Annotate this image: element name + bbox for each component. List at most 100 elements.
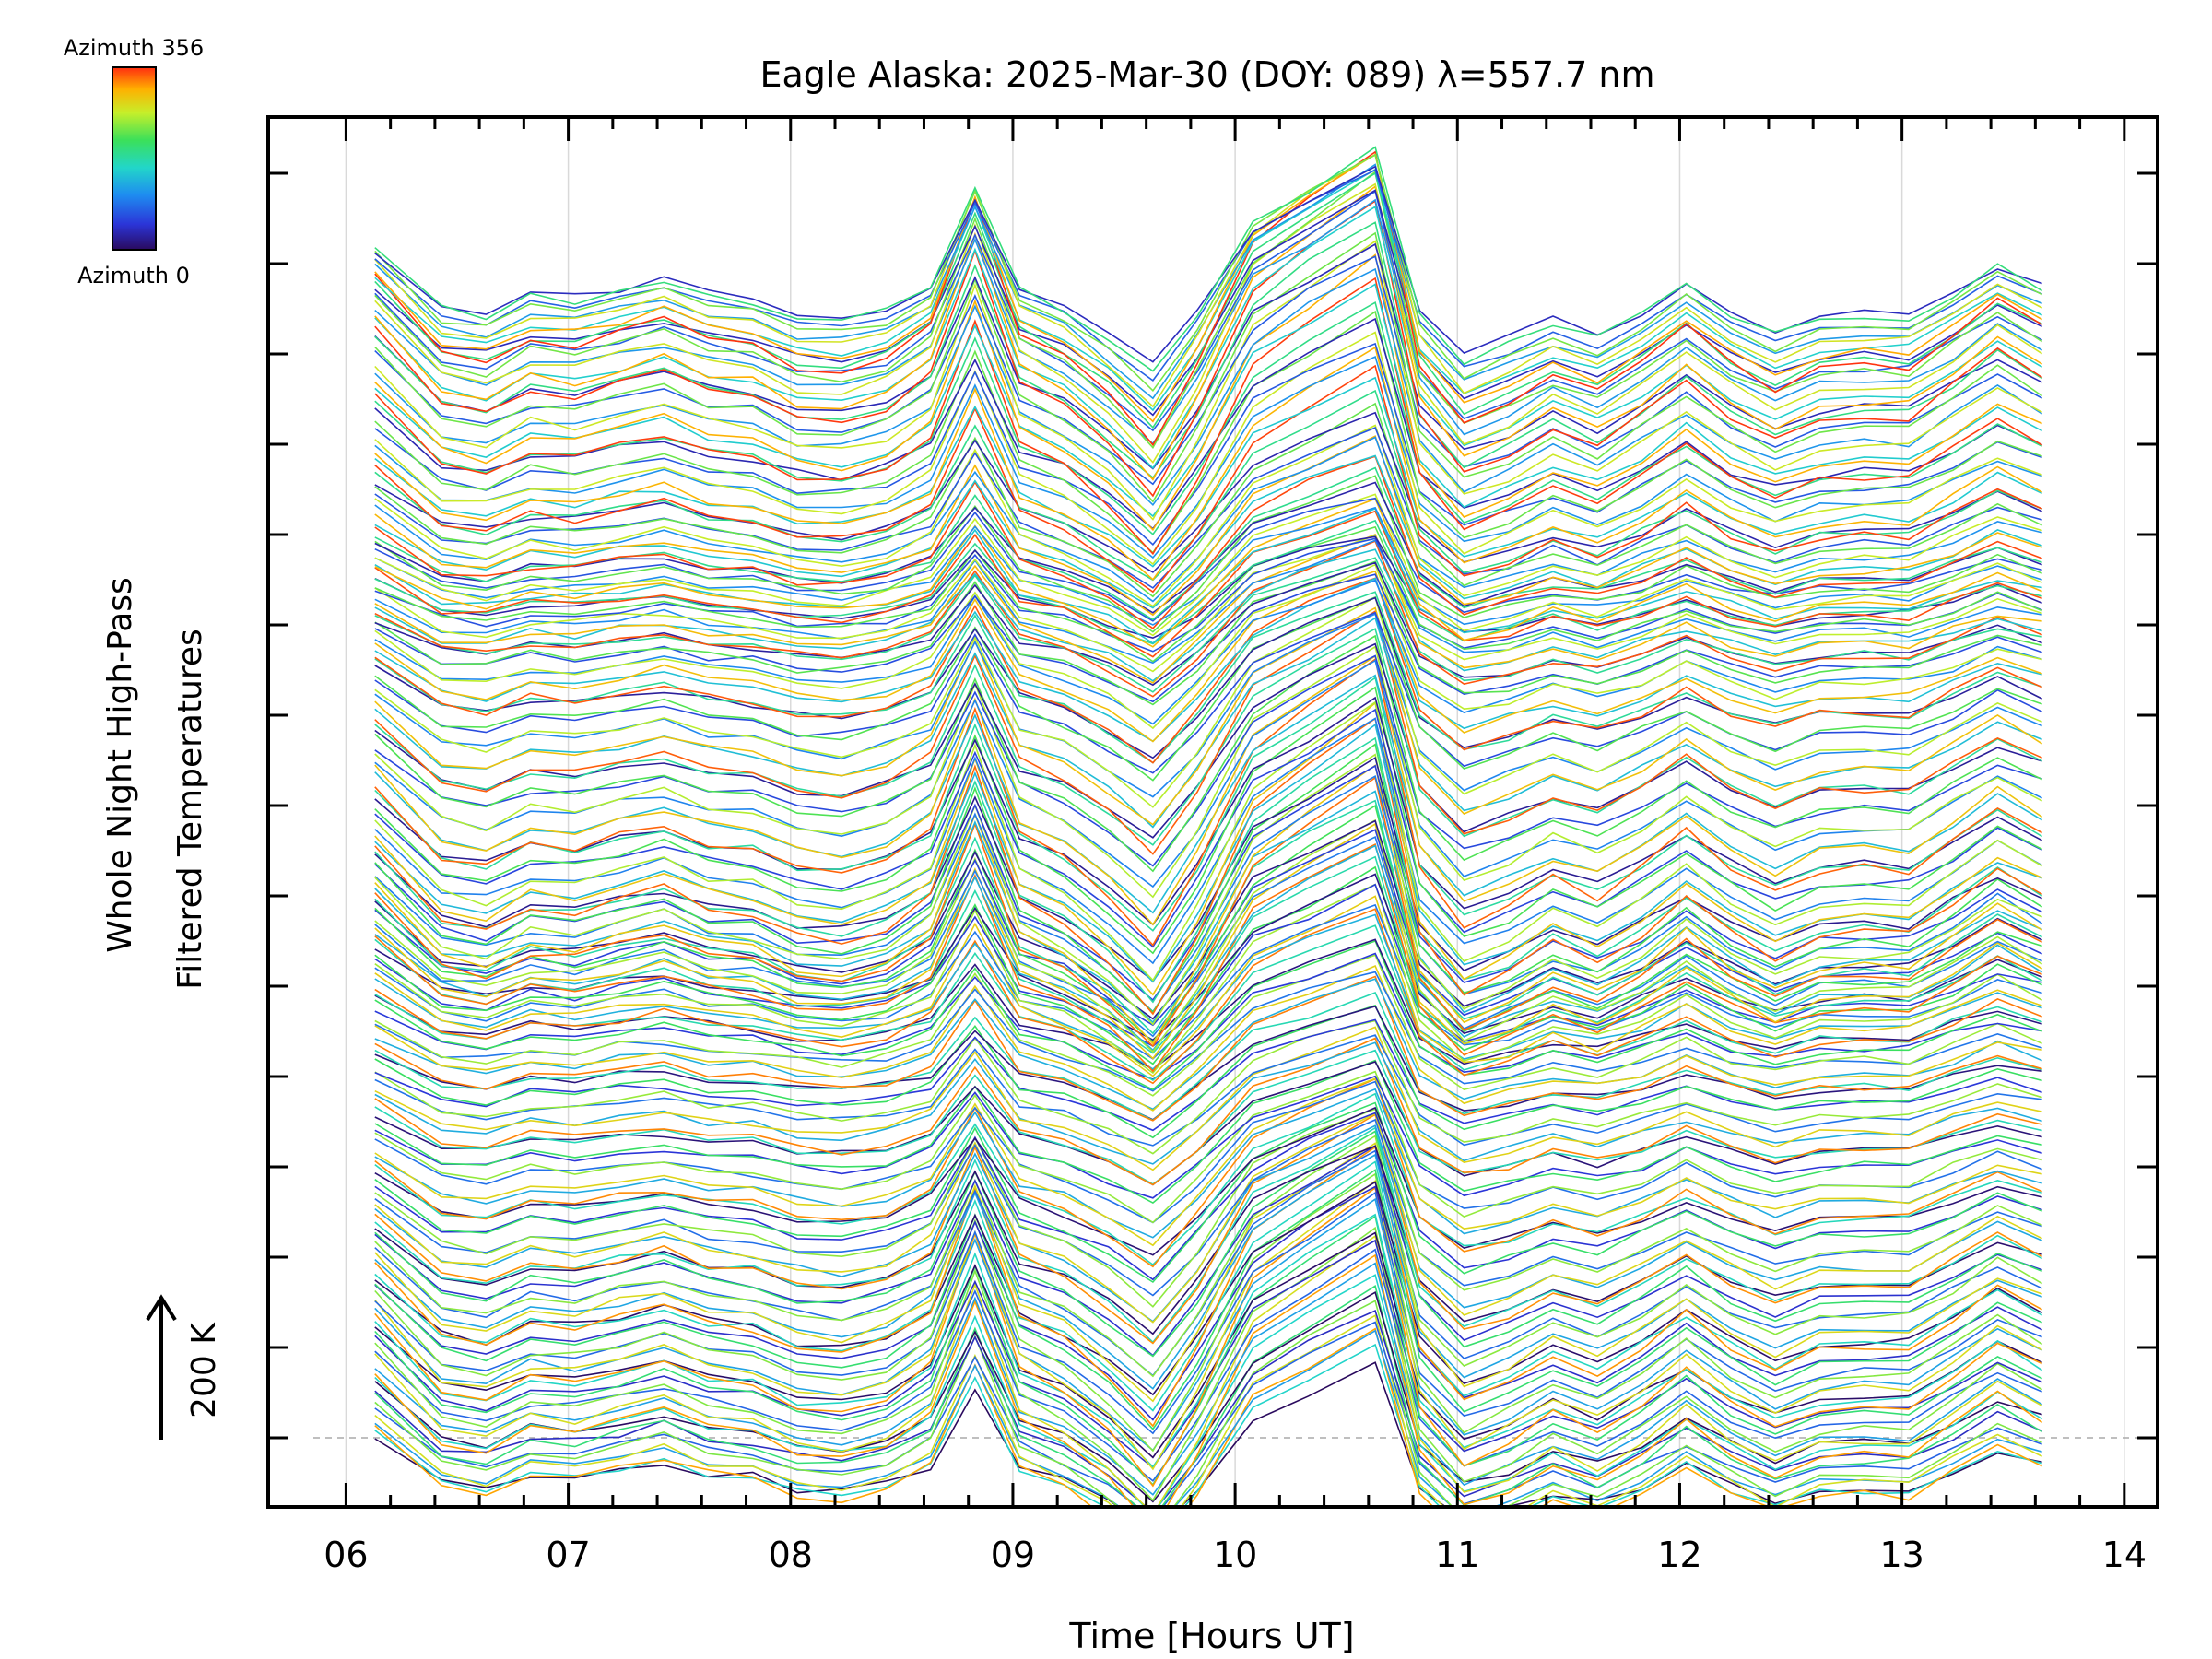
series-line-181	[374, 221, 2043, 479]
series-line-111	[374, 674, 2043, 914]
chart-title: Eagle Alaska: 2025-Mar-30 (DOY: 089) λ=5…	[759, 54, 1654, 95]
series-line-20	[374, 1186, 2042, 1488]
series-line-22	[374, 1180, 2042, 1471]
series-line-24	[374, 1172, 2043, 1453]
series-line-14	[374, 1248, 2042, 1482]
series-line-112	[374, 654, 2043, 926]
series-line-80	[374, 865, 2042, 1065]
series-line-43	[374, 1112, 2042, 1281]
series-line-100	[374, 736, 2043, 1004]
series-line-125	[374, 595, 2042, 782]
series-line-124	[374, 611, 2042, 774]
series-line-168	[374, 331, 2042, 566]
series-line-119	[374, 610, 2042, 855]
series-line-105	[374, 700, 2042, 982]
series-line-62	[374, 1004, 2042, 1139]
series-line-92	[374, 776, 2042, 1048]
series-line-106	[374, 708, 2042, 948]
series-line-55	[374, 1049, 2042, 1185]
series-line-136	[374, 557, 2042, 693]
series-line-52	[374, 1075, 2042, 1199]
series-line-177	[374, 240, 2042, 521]
series-line-142	[374, 537, 2042, 653]
x-tick-labels: 06 07 08 09 10 11 12 13 14	[324, 1535, 2147, 1575]
x-axis-label: Time [Hours UT]	[1068, 1616, 1354, 1656]
series-line-122	[374, 613, 2042, 798]
series-line-77	[374, 903, 2042, 1060]
series-line-65	[374, 975, 2042, 1122]
series-line-157	[374, 435, 2042, 617]
series-line-109	[374, 676, 2043, 932]
series-line-173	[374, 276, 2043, 556]
series-line-26	[374, 1169, 2042, 1430]
series-line-8	[374, 1285, 2043, 1507]
series-line-159	[374, 424, 2042, 607]
series-line-11	[374, 1253, 2043, 1507]
series-line-155	[374, 455, 2042, 629]
series-line-118	[374, 628, 2042, 846]
series-line-98	[374, 743, 2043, 1014]
series-line-78	[374, 883, 2043, 1075]
series-line-194	[374, 163, 2042, 400]
series-line-107	[374, 686, 2042, 955]
series-line-140	[374, 539, 2042, 665]
series-line-66	[374, 978, 2042, 1111]
series-line-134	[374, 560, 2042, 706]
series-line-36	[374, 1145, 2042, 1335]
series-line-197	[374, 153, 2042, 393]
series-line-51	[374, 1070, 2042, 1224]
series-line-110	[374, 657, 2042, 947]
series-line-13	[374, 1234, 2042, 1507]
series-line-171	[374, 317, 2042, 530]
series-line-172	[374, 300, 2042, 535]
series-line-187	[374, 190, 2042, 432]
series-line-191	[374, 150, 2043, 447]
series-line-85	[374, 822, 2043, 1060]
series-line-141	[374, 535, 2042, 673]
series-line-48	[374, 1088, 2042, 1239]
series-line-23	[374, 1191, 2042, 1435]
series-line-96	[374, 753, 2042, 1026]
series-line-174	[374, 283, 2042, 518]
series-line-178	[374, 255, 2042, 486]
series-line-76	[374, 895, 2042, 1077]
series-line-139	[374, 533, 2042, 684]
series-line-38	[374, 1113, 2042, 1345]
series-line-137	[374, 540, 2042, 698]
colorbar-top-label: Azimuth 356	[64, 35, 204, 61]
x-tick-label-11: 11	[1435, 1535, 1479, 1575]
series-line-25	[374, 1185, 2042, 1421]
series-line-4	[374, 1314, 2042, 1507]
series-line-91	[374, 799, 2042, 1035]
series-line-10	[374, 1274, 2043, 1507]
series-line-184	[374, 185, 2043, 481]
x-tick-label-14: 14	[2102, 1535, 2147, 1575]
series-line-162	[374, 411, 2042, 573]
series-line-116	[374, 634, 2042, 873]
series-line-63	[374, 1005, 2042, 1121]
series-line-182	[374, 199, 2043, 498]
series-line-41	[374, 1118, 2042, 1297]
series-line-198	[374, 165, 2042, 363]
series-line-154	[374, 466, 2042, 621]
series-line-35	[374, 1130, 2042, 1358]
series-line-59	[374, 1034, 2042, 1147]
series-line-129	[374, 577, 2042, 743]
x-tick-label-09: 09	[991, 1535, 1035, 1575]
series-line-175	[374, 253, 2042, 532]
series-line-71	[374, 939, 2042, 1091]
colorbar: Azimuth 356 Azimuth 0	[64, 35, 204, 288]
series-line-12	[374, 1262, 2042, 1496]
series-line-146	[374, 510, 2042, 658]
series-line-164	[374, 364, 2042, 594]
series-line-82	[374, 855, 2042, 1054]
x-tick-label-10: 10	[1213, 1535, 1257, 1575]
series-line-133	[374, 573, 2042, 703]
series-line-84	[374, 844, 2043, 1052]
series-line-121	[374, 606, 2043, 826]
scale-label: 200 K	[185, 1322, 223, 1418]
x-tick-label-06: 06	[324, 1535, 368, 1575]
series-line-161	[374, 402, 2042, 598]
series-line-103	[374, 701, 2042, 996]
series-line-15	[374, 1226, 2043, 1502]
